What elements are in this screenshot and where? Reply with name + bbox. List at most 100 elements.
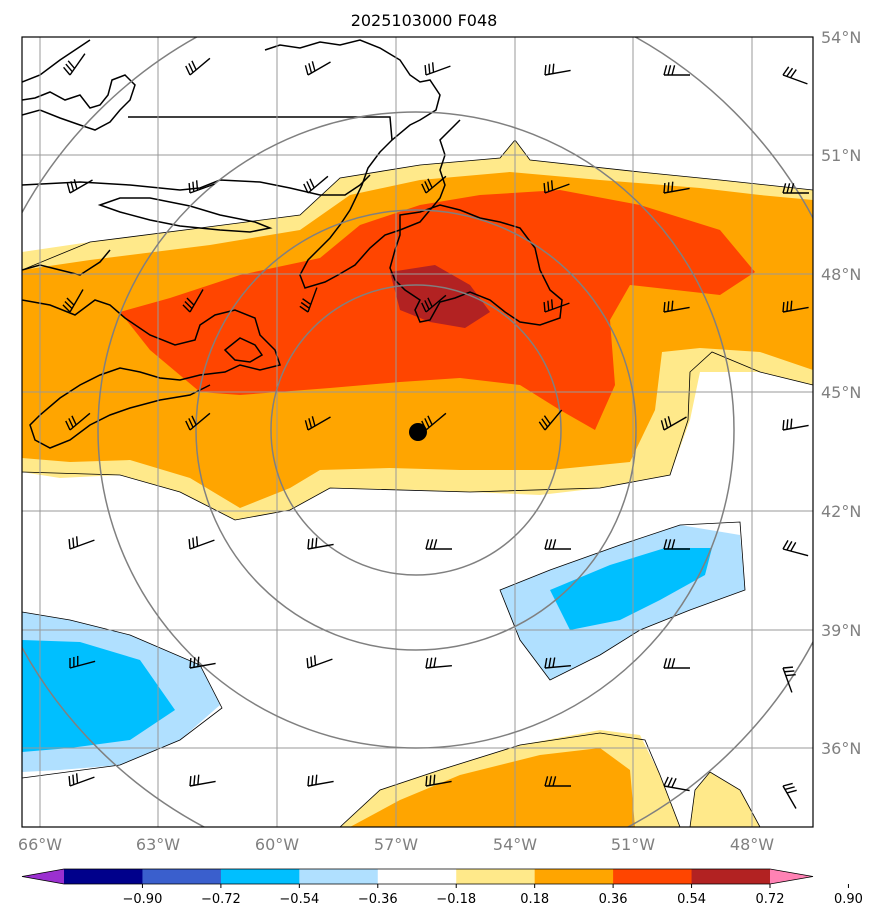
wind-barb-flag [192,181,195,192]
wind-barb-flag [75,773,79,784]
wind-barb-flag [75,536,79,547]
map-frame [21,36,814,828]
wind-barb-flag [550,180,554,191]
wind-barb-flag [424,181,430,191]
wind-barb-flag [63,66,71,76]
wind-barb-flag [433,657,437,668]
wind-barb-flag [552,776,557,787]
wind-barb-flag [664,418,669,429]
wind-barb-flag [424,64,427,76]
wind-barb-flag [663,776,669,787]
wind-barb-flag [671,300,674,311]
fill-positive-4 [390,265,490,328]
wind-barb-flag [543,415,551,425]
wind-barb-flag [667,777,673,787]
wind-barb-flag [548,64,551,75]
colorbar [21,868,814,885]
wind-barb-flag [425,775,428,787]
wind-barb-flag [671,65,676,76]
wind-barb-flag [547,181,550,192]
lat-label: 36°N [821,739,861,758]
wind-barb-flag [315,537,318,548]
lat-label: 39°N [821,621,861,640]
lon-label: 66°W [18,835,62,854]
wind-barb-flag [195,536,199,547]
wind-barb-flag [424,300,430,310]
wind-barb-flag [66,297,75,306]
colorbar-segment [64,869,143,884]
wind-barb-flag [188,182,191,194]
colorbar-label: −0.54 [279,892,319,907]
wind-barb-flag [300,301,310,309]
colorbar-segment [299,869,379,884]
wind-barb-flag [784,670,795,673]
storm-center-dot [409,423,427,441]
lat-label: 51°N [821,146,861,165]
wind-barb-flag [433,539,438,550]
wind-barb-flag [789,69,797,79]
wind-barb-flag [425,539,430,550]
wind-barb-flag [786,183,791,194]
wind-barb-flag [304,420,309,431]
wind-barb-flag [302,298,312,306]
wind-barb-flag [544,776,549,787]
wind-barb-flag [184,300,193,310]
wind-barb-flag [191,415,197,426]
lat-label: 54°N [821,28,861,47]
wind-barb-flag [185,420,191,431]
wind-barb-flag [786,301,789,312]
lon-label: 51°W [611,835,655,854]
wind-barb-flag [195,180,199,191]
colorbar-label: −0.90 [123,892,163,907]
wind-barb-flag [671,658,676,669]
colorbar-label: −0.36 [358,892,398,907]
colorbar-label: 0.90 [834,892,863,907]
wind-barb-flag [310,656,313,667]
colorbar-extend-high [770,869,813,884]
wind-barb-flag [303,183,309,194]
wind-barb-flag [62,304,71,313]
wind-barb-flag [550,299,554,310]
lat-label: 42°N [821,502,861,521]
wind-barb-flag [71,415,77,426]
lon-label: 48°W [730,835,774,854]
colorbar-segment [377,869,457,884]
wind-barb-flag [552,539,557,550]
colorbar-label: −0.72 [201,892,241,907]
wind-barb-flag [431,62,435,73]
wind-barb-flag [671,539,676,550]
lon-label: 57°W [374,835,418,854]
wind-barb-flag [306,181,312,191]
wind-barb-flag [311,538,314,549]
wind-barb-flag [73,179,78,190]
wind-barb-flag [548,776,553,787]
wind-barb-flag [186,297,195,306]
colorbar-segment [142,869,222,884]
wind-barb-flag [315,774,318,785]
wind-barb-flag [304,65,309,76]
wind-barb-flag [782,301,785,313]
latitude-labels: 54°N 51°N 48°N 45°N 42°N 39°N 36°N [821,28,861,758]
wind-barb-flag [309,178,315,189]
wind-barb-flag [427,178,433,189]
wind-barb-flag [428,63,431,74]
colorbar-segment [456,869,536,884]
wind-barb-flag [424,418,430,428]
wind-barb-flag [547,300,550,311]
wind-barb-flag [786,419,789,430]
wind-barb-flag [188,63,194,73]
wind-barb-flag [663,301,666,313]
wind-barb-flag [66,183,71,194]
fill-positive-southeast [690,772,760,827]
wind-barb-flag [191,60,197,71]
wind-barb-flag [541,418,549,428]
wind-barb-flag [667,182,670,193]
coastlines [22,39,563,449]
wind-barb-flag [663,539,668,550]
wind-barb-flag [308,418,313,429]
wind-barb-flag [306,657,309,669]
wind-barb-flag [782,539,789,550]
wind-barb-flag [433,774,436,785]
wind-barb-flag [785,673,796,677]
